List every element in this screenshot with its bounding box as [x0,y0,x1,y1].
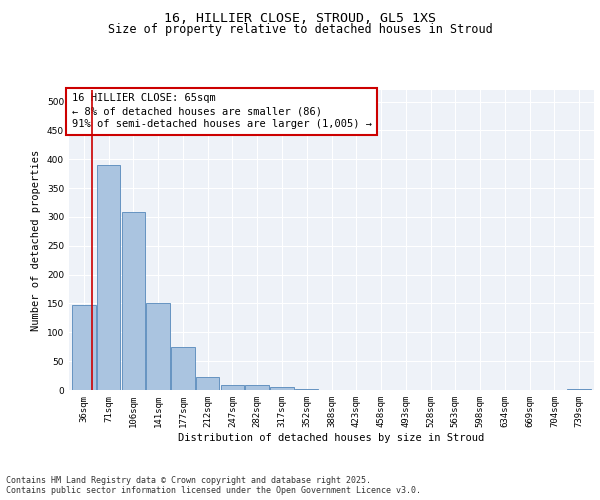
Bar [196,378,220,390]
Y-axis label: Number of detached properties: Number of detached properties [31,150,41,330]
Text: Contains HM Land Registry data © Crown copyright and database right 2025.
Contai: Contains HM Land Registry data © Crown c… [6,476,421,495]
Bar [97,165,121,390]
Text: 16, HILLIER CLOSE, STROUD, GL5 1XS: 16, HILLIER CLOSE, STROUD, GL5 1XS [164,12,436,26]
Bar [270,387,294,390]
Bar [245,386,269,390]
Bar [122,212,145,390]
X-axis label: Distribution of detached houses by size in Stroud: Distribution of detached houses by size … [178,432,485,442]
Text: 16 HILLIER CLOSE: 65sqm
← 8% of detached houses are smaller (86)
91% of semi-det: 16 HILLIER CLOSE: 65sqm ← 8% of detached… [71,93,371,130]
Bar [146,304,170,390]
Text: Size of property relative to detached houses in Stroud: Size of property relative to detached ho… [107,22,493,36]
Bar [295,389,319,390]
Bar [568,389,591,390]
Bar [171,346,194,390]
Bar [221,386,244,390]
Bar [72,304,95,390]
